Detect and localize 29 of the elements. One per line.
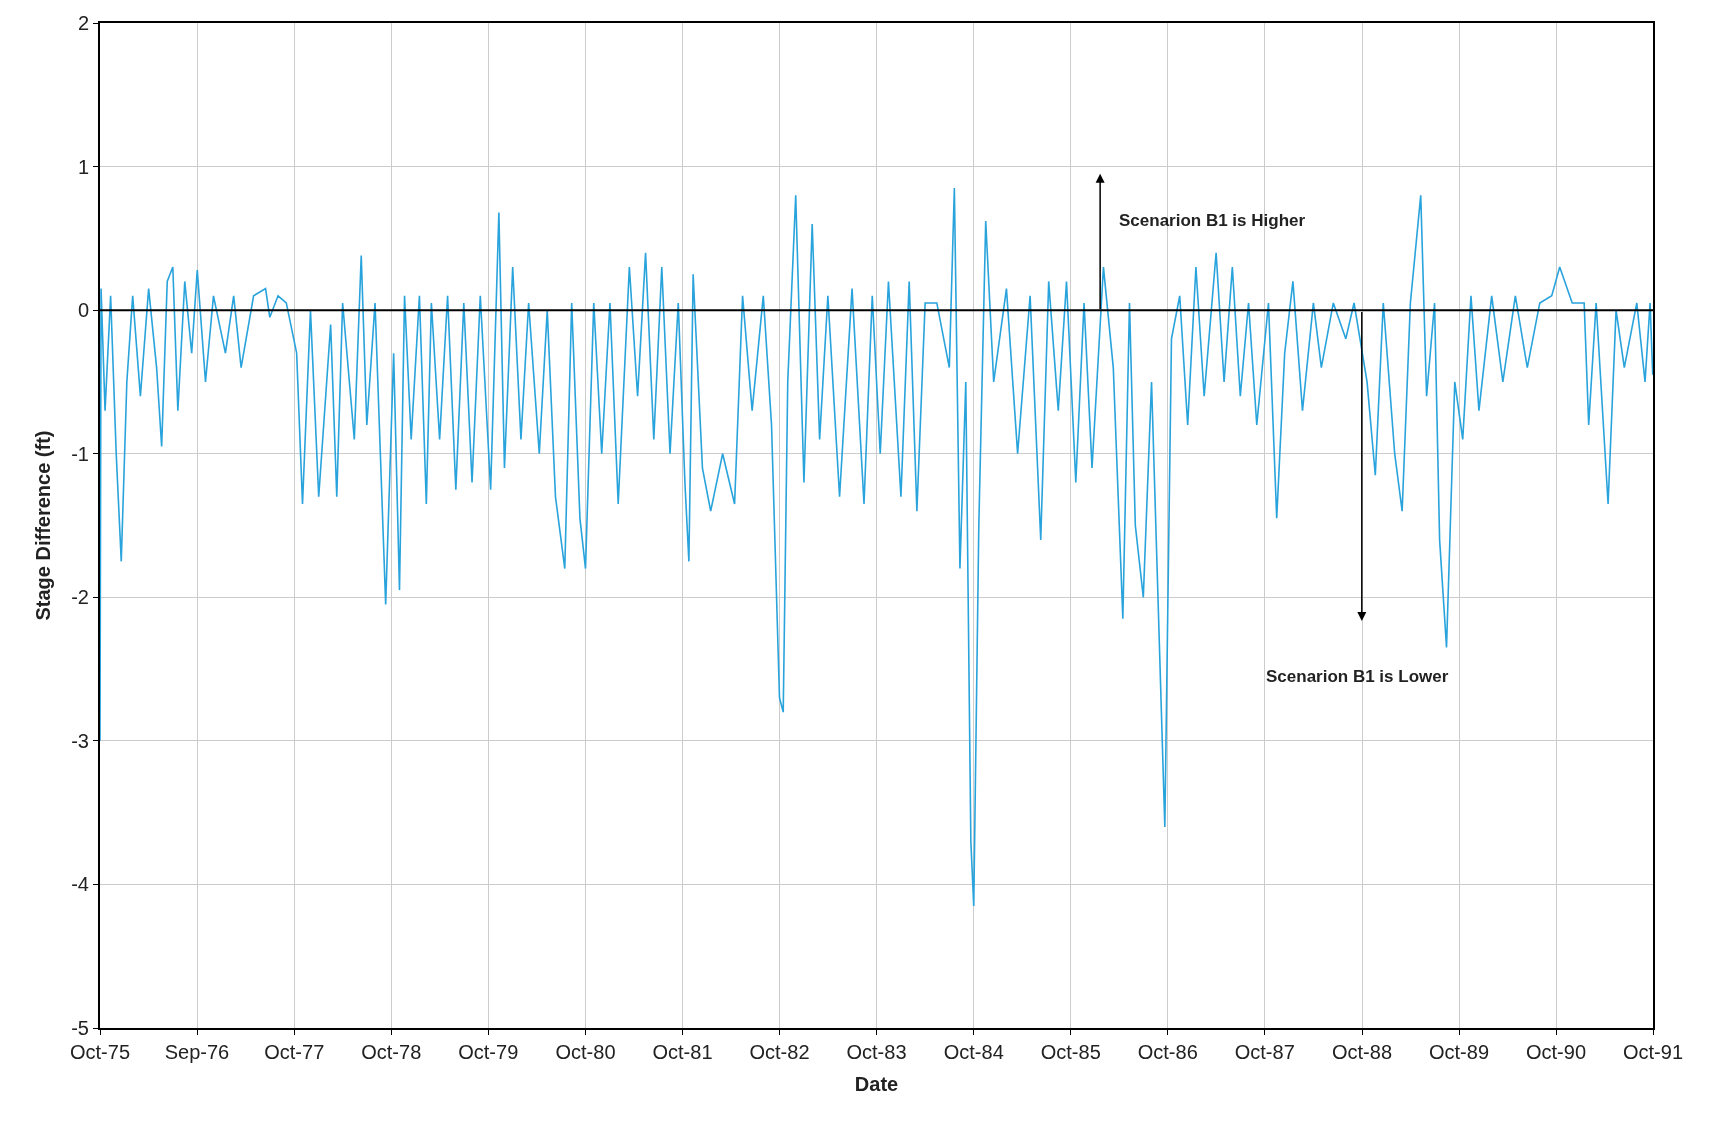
- y-tick-label: -1: [71, 442, 89, 465]
- y-axis-title: Stage Difference (ft): [32, 430, 55, 621]
- y-tick-label: 1: [77, 155, 89, 178]
- x-tick-label: Oct-77: [264, 1041, 325, 1063]
- x-tick-label: Oct-87: [1234, 1041, 1295, 1063]
- y-tick-label: -2: [71, 586, 89, 609]
- x-tick-label: Oct-85: [1040, 1041, 1101, 1063]
- x-tick-label: Oct-91: [1622, 1041, 1684, 1063]
- x-tick-label: Oct-84: [943, 1041, 1004, 1063]
- x-axis-title: Date: [854, 1073, 899, 1095]
- y-tick-label: -5: [71, 1017, 89, 1039]
- x-tick-label: Oct-86: [1137, 1041, 1198, 1063]
- x-tick-label: Sep-76: [164, 1041, 230, 1063]
- y-tick-label: 0: [77, 299, 89, 322]
- annotation: Scenarion B1 is Lower: [1266, 667, 1449, 686]
- x-tick-label: Oct-79: [458, 1041, 519, 1063]
- x-tick-label: Oct-88: [1331, 1041, 1393, 1063]
- x-tick-label: Oct-89: [1428, 1041, 1490, 1063]
- y-tick-label: 2: [77, 12, 89, 34]
- y-tick-label: -4: [71, 873, 89, 896]
- x-tick-label: Oct-80: [555, 1041, 616, 1063]
- x-tick-label: Oct-75: [69, 1041, 131, 1063]
- annotation: Scenarion B1 is Higher: [1119, 211, 1306, 230]
- y-tick-label: -3: [71, 729, 89, 752]
- x-tick-label: Oct-83: [846, 1041, 907, 1063]
- x-tick-label: Oct-81: [652, 1041, 713, 1063]
- x-tick-label: Oct-90: [1525, 1041, 1587, 1063]
- x-tick-label: Oct-82: [749, 1041, 810, 1063]
- x-tick-label: Oct-78: [361, 1041, 422, 1063]
